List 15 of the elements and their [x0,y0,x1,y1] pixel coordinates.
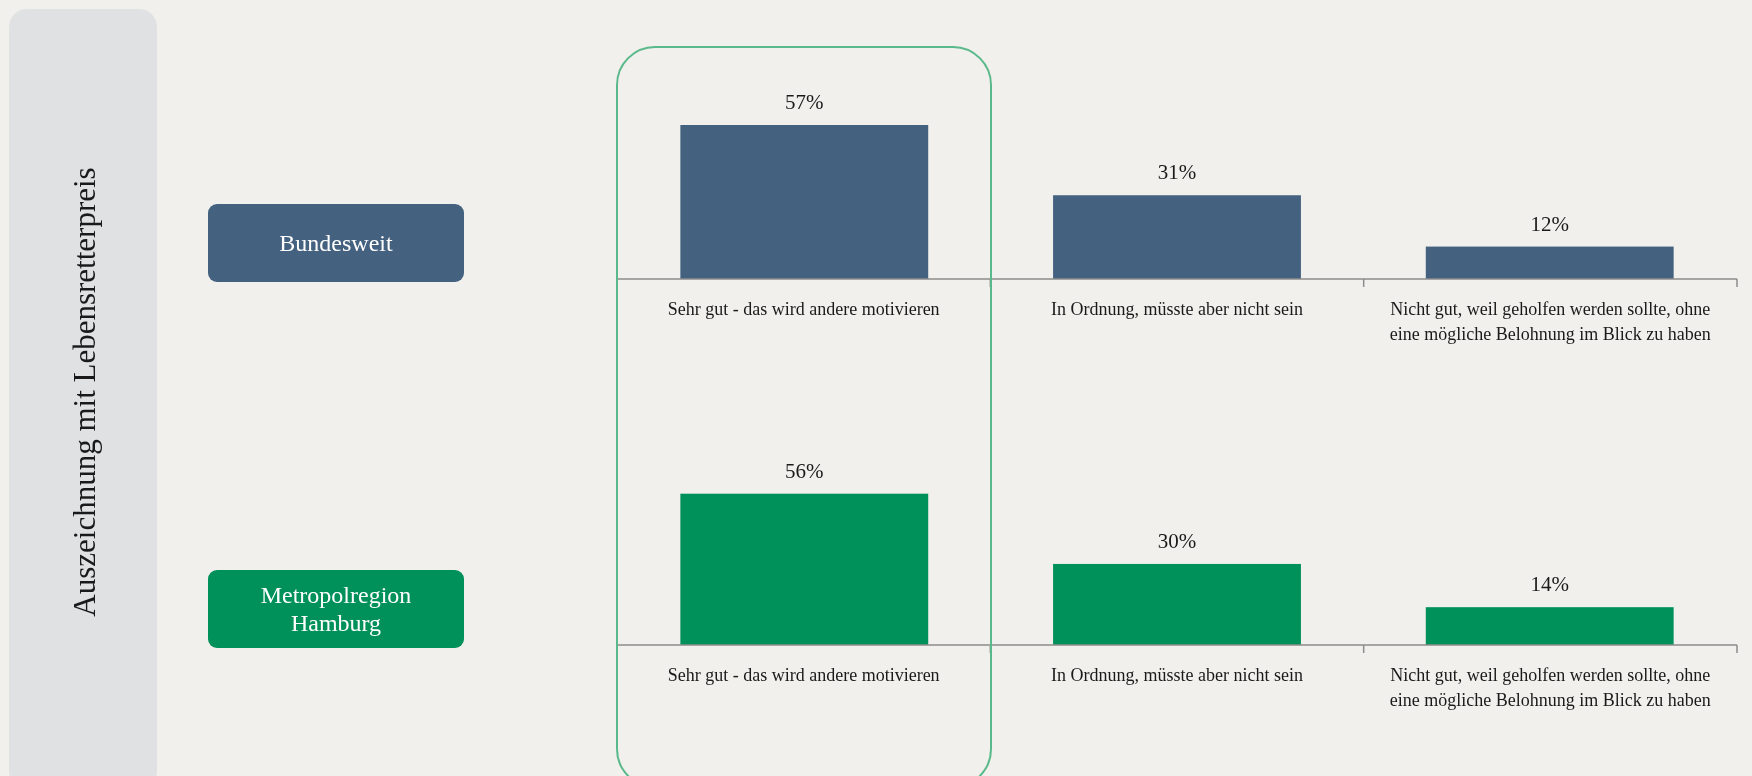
text: Bundesweit [279,230,393,256]
data-label: 31% [1157,160,1197,185]
x-tick-label: Sehr gut - das wird andere motivieren [667,299,940,319]
data-label: 56% [785,458,824,483]
x-tick-label: Sehr gut - das wird andere motivieren [667,665,940,685]
x-tick-label: Nicht gut, weil geholfen werden sollte, ohne eine mögliche Belohnung im Blick zu haben [1389,665,1711,710]
x-tick-label: In Ordnung, müsste aber nicht sein [1051,299,1303,319]
text: Auszeichnung mit Lebensretterpreis [67,167,102,617]
data-label: 30% [1157,528,1197,553]
data-label: 57% [785,90,824,114]
text: Metropolregion Hamburg [260,582,412,636]
x-tick-label: Nicht gut, weil geholfen werden sollte, ohne eine mögliche Belohnung im Blick zu haben [1389,299,1711,344]
x-tick-label: In Ordnung, müsste aber nicht sein [1051,665,1303,685]
data-label: 12% [1530,211,1569,236]
data-label: 14% [1530,572,1569,597]
